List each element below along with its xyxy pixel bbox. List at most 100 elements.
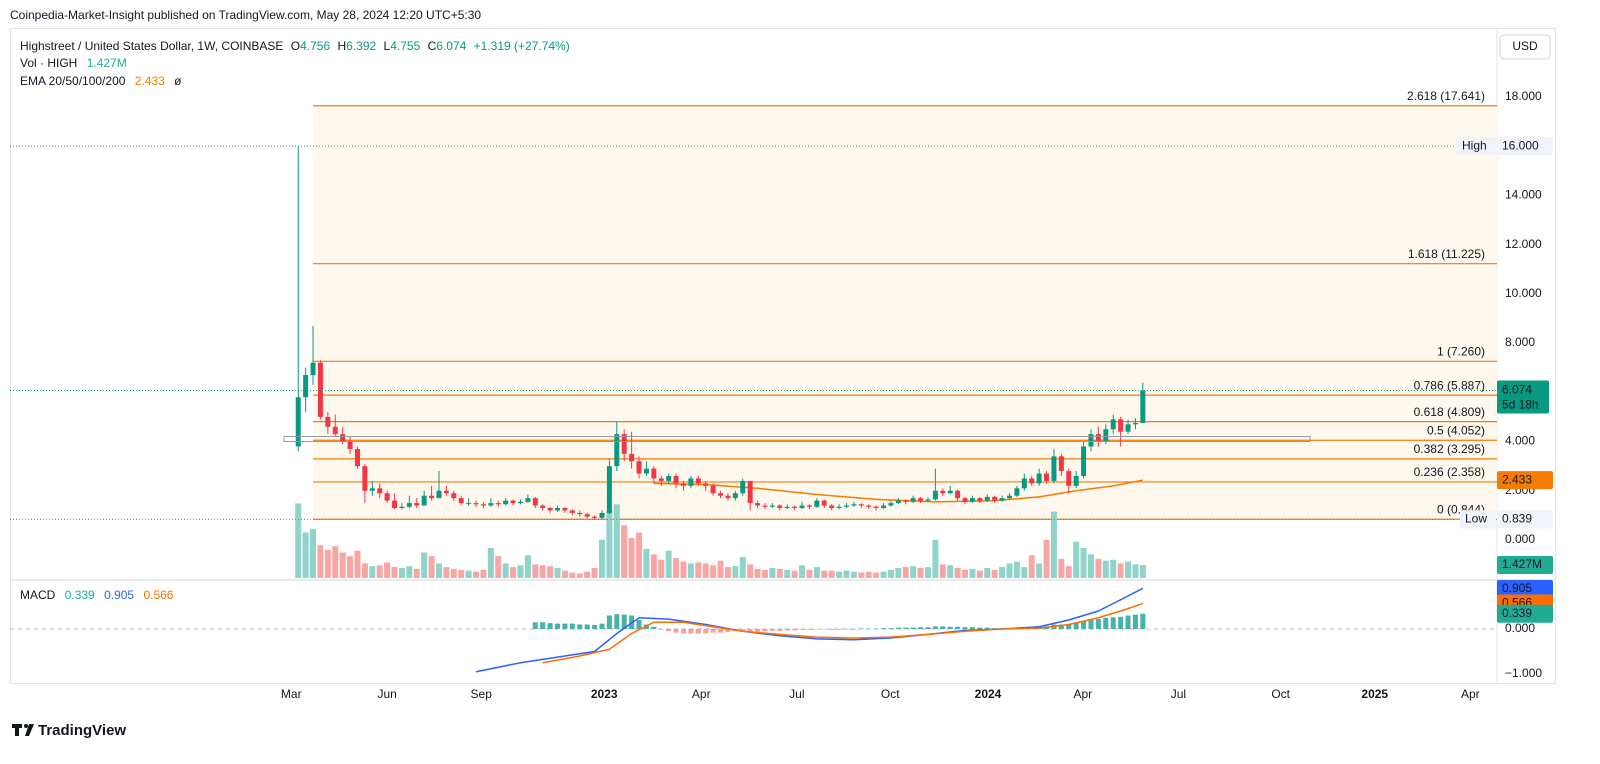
volume-bar <box>806 569 813 578</box>
volume-bar <box>650 554 657 578</box>
volume-bar <box>1095 558 1102 578</box>
candle-body <box>354 448 360 467</box>
volume-bar <box>761 569 768 578</box>
macd-hist-value: 0.339 <box>65 588 95 602</box>
macd-hist-bar <box>651 626 657 630</box>
high-badge: 16.000 <box>1502 138 1539 152</box>
x-tick-label: Jun <box>377 687 396 701</box>
volume-bar <box>621 525 628 578</box>
ema-badge-bg <box>1497 471 1553 490</box>
macd-hist-bar <box>1132 614 1138 630</box>
volume-bar <box>628 537 635 578</box>
volume-legend: Vol · HIGH 1.427M <box>20 56 127 70</box>
candle-body <box>932 490 938 500</box>
volume-bar <box>962 569 969 578</box>
volume-bar <box>1036 563 1043 578</box>
macd-hist-bar <box>747 629 753 632</box>
macd-hist-bar <box>1125 615 1131 630</box>
volume-bar <box>887 569 894 578</box>
volume-bar <box>976 570 983 578</box>
volume-bar <box>999 567 1006 578</box>
volume-bar <box>413 568 420 578</box>
macd-hist-bar <box>858 628 864 630</box>
y-tick-label: 10.000 <box>1505 286 1542 300</box>
candle-body <box>451 493 457 499</box>
macd-hist-bar <box>695 629 701 634</box>
volume-bar <box>799 565 806 578</box>
macd-badge: 0.905 <box>1502 581 1532 595</box>
candle-body <box>984 496 990 501</box>
candle-body <box>599 512 605 518</box>
signal-value: 0.566 <box>143 588 173 602</box>
currency-button[interactable] <box>1499 34 1551 60</box>
candle-body <box>769 505 775 507</box>
volume-bar <box>547 566 554 578</box>
candle-body <box>295 397 301 447</box>
macd-hist-bar <box>903 627 909 630</box>
candle-body <box>977 498 983 501</box>
volume-bar <box>295 503 302 578</box>
x-tick-label: Oct <box>1271 687 1290 701</box>
candle-body <box>1006 495 1012 499</box>
candle-body <box>525 498 531 502</box>
volume-bar <box>1132 564 1139 578</box>
macd-hist-bar <box>873 628 879 630</box>
volume-bar <box>969 568 976 578</box>
macd-hist-bar <box>1095 619 1101 630</box>
candle-body <box>903 500 909 502</box>
candle-body <box>1095 434 1101 442</box>
volume-bar <box>1102 560 1109 578</box>
candle-body <box>532 498 538 506</box>
candle-body <box>666 476 672 481</box>
volume-bar <box>539 565 546 578</box>
candle-body <box>1088 434 1094 447</box>
candle-body <box>925 499 931 501</box>
macd-hist-bar <box>636 620 642 630</box>
candle-body <box>918 498 924 501</box>
ohlc-key: H <box>338 39 347 53</box>
x-tick-label: Jul <box>789 687 804 701</box>
candle-body <box>680 483 686 486</box>
candle-body <box>510 500 516 504</box>
fib-label: 1.618 (11.225) <box>1408 247 1485 261</box>
volume-bar <box>843 570 850 578</box>
macd-hist-bar <box>814 629 820 630</box>
x-tick-label: 2025 <box>1361 687 1388 701</box>
macd-hist-bar <box>895 627 901 630</box>
hist-badge-bg <box>1497 604 1553 623</box>
macd-hist-bar <box>888 628 894 630</box>
logo-part <box>12 724 22 736</box>
macd-hist-bar <box>1073 623 1079 630</box>
currency-label[interactable]: USD <box>1512 39 1538 53</box>
volume-bar <box>391 567 398 578</box>
countdown: 5d 18h <box>1502 398 1539 412</box>
volume-bar <box>1043 539 1050 578</box>
macd-hist-bar <box>777 629 783 631</box>
candle-body <box>1118 419 1124 432</box>
candle-body <box>606 466 612 513</box>
volume-bar <box>339 552 346 578</box>
volume-bar <box>954 567 961 578</box>
candle-body <box>955 490 961 499</box>
candle-body <box>762 505 768 507</box>
macd-y-tick-label: −1.000 <box>1505 666 1542 680</box>
volume-bar <box>443 567 450 578</box>
volume-bar <box>1013 561 1020 578</box>
volume-bar <box>576 573 583 578</box>
low-tag-bg <box>1460 510 1496 529</box>
volume-bar <box>902 567 909 578</box>
volume-bar <box>1021 567 1028 578</box>
candle-body <box>1125 424 1131 432</box>
volume-bar <box>598 539 605 578</box>
volume-bar <box>398 567 405 578</box>
volume-bar <box>1139 565 1146 578</box>
price-pane: 0 (0.844)0.236 (2.358)0.382 (3.295)0.5 (… <box>295 89 1497 578</box>
candle-body <box>814 500 820 507</box>
macd-hist-bar <box>969 627 975 630</box>
volume-bar <box>687 563 694 578</box>
macd-hist-bar <box>762 629 768 632</box>
candle-body <box>584 514 590 517</box>
volume-bar <box>591 567 598 578</box>
volume-bar <box>1125 561 1132 578</box>
